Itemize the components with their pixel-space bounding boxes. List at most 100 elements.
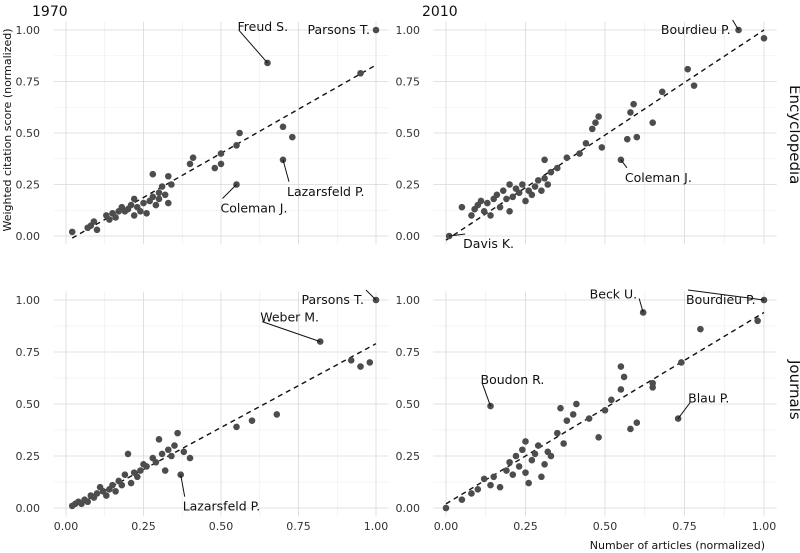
data-point [217, 150, 225, 157]
data-point [690, 82, 698, 89]
data-point [541, 156, 548, 164]
data-point [289, 133, 296, 141]
data-point [90, 218, 98, 225]
point-label: Blau P. [688, 391, 729, 406]
x-tick-label: 0.25 [131, 520, 156, 533]
data-point [620, 373, 628, 381]
point-label: Lazarsfeld P. [287, 184, 365, 199]
panel-1970-encyclopedia: 0.00 0.25 0.50 0.75 1.00 Parsons T. Freud S. La… [16, 19, 389, 245]
data-point [490, 473, 498, 481]
data-point [595, 113, 602, 120]
data-point [608, 396, 615, 404]
data-point [357, 363, 364, 370]
y-tick-label: 0.50 [16, 127, 41, 140]
data-point [503, 195, 510, 203]
data-point [468, 212, 475, 219]
data-point [106, 216, 113, 223]
x-tick-label: 0.00 [54, 520, 79, 533]
data-point [248, 417, 256, 424]
point-label: Coleman J. [221, 201, 288, 216]
data-point [541, 175, 548, 182]
data-point [541, 461, 548, 468]
data-point [649, 379, 656, 387]
data-point [189, 154, 197, 162]
data-point [134, 473, 141, 481]
point-label: Parsons T. [302, 292, 364, 307]
data-point [627, 109, 634, 116]
data-point [84, 498, 91, 506]
data-point [155, 189, 163, 197]
label-leader-line [677, 402, 691, 419]
point-label: Lazarsfeld P. [183, 499, 261, 514]
y-tick-label: 0.75 [16, 76, 41, 89]
y-tick-label: 0.25 [16, 179, 41, 192]
data-point [233, 423, 240, 431]
data-point [582, 140, 590, 147]
data-point [592, 119, 599, 126]
data-point [522, 438, 529, 445]
data-point [512, 452, 520, 460]
data-point [158, 183, 166, 190]
data-point [130, 195, 138, 203]
data-point [217, 160, 225, 168]
data-point [118, 481, 126, 489]
data-point [165, 172, 172, 180]
point-label: Davis K. [463, 236, 514, 251]
data-point [165, 199, 172, 207]
data-point [534, 442, 542, 449]
data-point [588, 125, 596, 133]
data-point [658, 88, 666, 96]
point-label: Weber M. [260, 310, 319, 325]
data-point [480, 207, 488, 215]
data-point [506, 207, 513, 215]
data-point [112, 488, 119, 495]
data-point [684, 65, 691, 73]
data-point [127, 479, 135, 487]
data-point [155, 195, 163, 203]
data-point [509, 471, 517, 479]
data-point [137, 207, 144, 215]
data-point [124, 450, 132, 458]
column-title-2010: 2010 [422, 4, 458, 20]
data-point [480, 475, 488, 483]
label-leader-line [687, 289, 765, 301]
data-point [171, 442, 178, 449]
data-point [617, 363, 625, 370]
data-point [678, 359, 685, 366]
data-point [143, 210, 150, 217]
point-label: Bourdieu P. [661, 22, 731, 37]
y-tick-label: 1.00 [396, 294, 421, 307]
x-tick-label: 0.75 [672, 520, 697, 533]
label-leader-line [282, 159, 290, 182]
data-point [531, 450, 539, 458]
data-point [585, 415, 593, 422]
y-axis-title: Weighted citation score (normalized) [1, 28, 14, 231]
data-point [538, 473, 545, 481]
data-point [503, 467, 510, 474]
data-point [149, 170, 157, 178]
y-tick-label: 0.25 [16, 450, 41, 463]
data-point [531, 183, 539, 190]
x-tick-label: 0.50 [209, 520, 234, 533]
row-strip-journals: Journals [786, 359, 800, 420]
data-point [525, 479, 532, 487]
label-leader-line [638, 298, 644, 313]
label-leader-line [222, 184, 237, 199]
label-leader-line [620, 159, 628, 169]
data-point [357, 69, 364, 77]
data-point [161, 467, 169, 474]
data-point [103, 492, 110, 499]
data-point [127, 201, 135, 209]
data-point [366, 359, 374, 366]
label-leader-line [732, 19, 739, 31]
data-point [627, 425, 634, 433]
x-tick-label: 1.00 [364, 520, 389, 533]
data-point [211, 164, 219, 172]
point-label: Coleman J. [625, 170, 692, 185]
y-tick-label: 0.25 [396, 450, 421, 463]
data-point [528, 191, 536, 199]
data-point [236, 129, 243, 137]
y-tick-label: 1.00 [16, 294, 41, 307]
data-point [109, 481, 116, 489]
y-tick-label: 0.50 [16, 398, 41, 411]
